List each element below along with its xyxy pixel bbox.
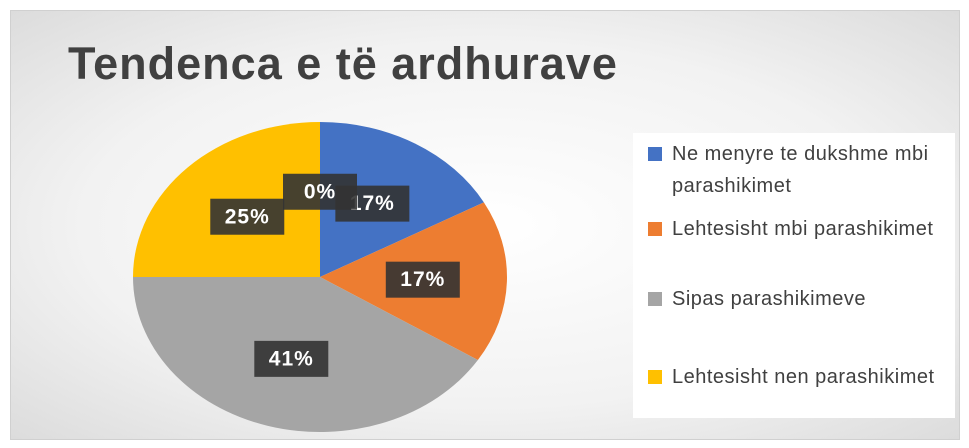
- data-label: 17%: [400, 268, 445, 291]
- legend-item: Ne menyre te dukshme mbi parashikimet: [648, 138, 948, 202]
- data-label: 41%: [269, 347, 314, 370]
- data-label: 17%: [350, 192, 395, 215]
- data-label: 0%: [304, 180, 336, 203]
- label-box: [254, 340, 329, 377]
- legend-label: Lehtesisht mbi parashikimet: [672, 218, 934, 240]
- legend-label: Ne menyre te dukshme mbi parashikimet: [672, 143, 929, 197]
- legend-swatch: [648, 147, 662, 161]
- legend-label: Sipas parashikimeve: [672, 288, 867, 310]
- legend-swatch: [648, 370, 662, 384]
- legend-item: Lehtesisht mbi parashikimet: [648, 213, 948, 245]
- legend-label: Lehtesisht nen parashikimet: [672, 366, 935, 388]
- legend-swatch: [648, 292, 662, 306]
- label-box: [210, 198, 285, 235]
- legend: Ne menyre te dukshme mbi parashikimet Leh…: [633, 133, 955, 418]
- label-box: [385, 261, 460, 298]
- legend-item: Sipas parashikimeve: [648, 283, 948, 315]
- chart-title: Tendenca e të ardhurave: [68, 38, 618, 89]
- legend-swatch: [648, 222, 662, 236]
- label-box: [283, 173, 357, 210]
- data-label: 25%: [225, 205, 270, 228]
- legend-item: Lehtesisht nen parashikimet: [648, 361, 948, 393]
